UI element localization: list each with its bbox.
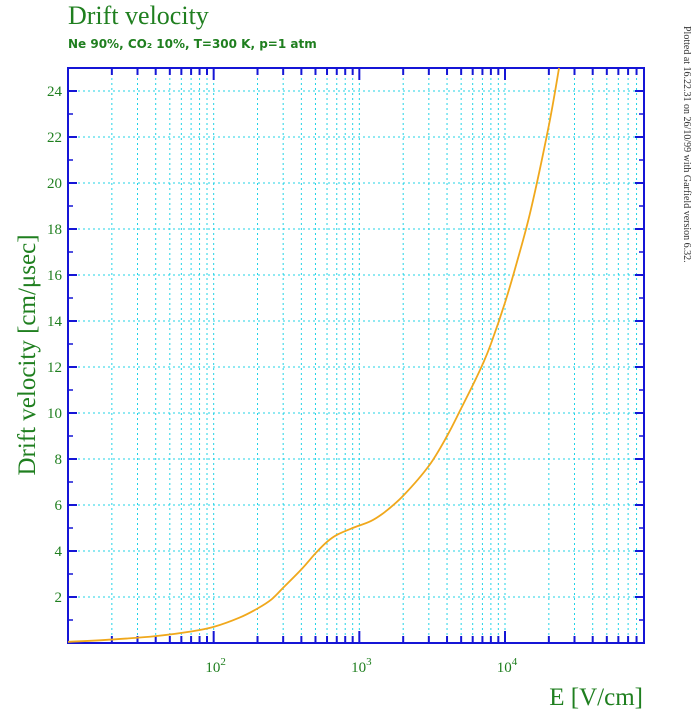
x-axis-label: E [V/cm] <box>549 684 643 711</box>
y-tick-label: 12 <box>47 360 62 376</box>
drift-velocity-curve <box>67 67 560 643</box>
y-tick-label: 18 <box>47 222 62 238</box>
y-axis-label: Drift velocity [cm/μsec] <box>14 234 41 475</box>
x-tick-label: 104 <box>497 656 518 676</box>
grid-lines <box>68 68 644 643</box>
y-tick-label: 24 <box>47 84 63 100</box>
chart-title: Drift velocity <box>68 1 209 30</box>
y-tick-label: 20 <box>47 176 62 192</box>
chart-subtitle: Ne 90%, CO₂ 10%, T=300 K, p=1 atm <box>68 37 317 51</box>
y-tick-label: 14 <box>47 314 63 330</box>
y-tick-label: 2 <box>55 590 63 606</box>
y-tick-label: 8 <box>55 452 63 468</box>
y-tick-label: 10 <box>47 406 62 422</box>
plot-frame <box>67 67 645 644</box>
y-tick-label: 6 <box>55 498 63 514</box>
x-tick-label: 102 <box>205 656 226 676</box>
axis-ticks <box>68 68 644 643</box>
y-tick-label: 16 <box>47 268 63 284</box>
x-tick-labels: 102 103 104 <box>205 656 517 676</box>
y-tick-label: 22 <box>47 130 62 146</box>
x-tick-label: 103 <box>351 656 372 676</box>
y-tick-label: 4 <box>55 544 63 560</box>
plot-timestamp-note: Plotted at 16.22.31 on 26/10/99 with Gar… <box>681 26 692 263</box>
